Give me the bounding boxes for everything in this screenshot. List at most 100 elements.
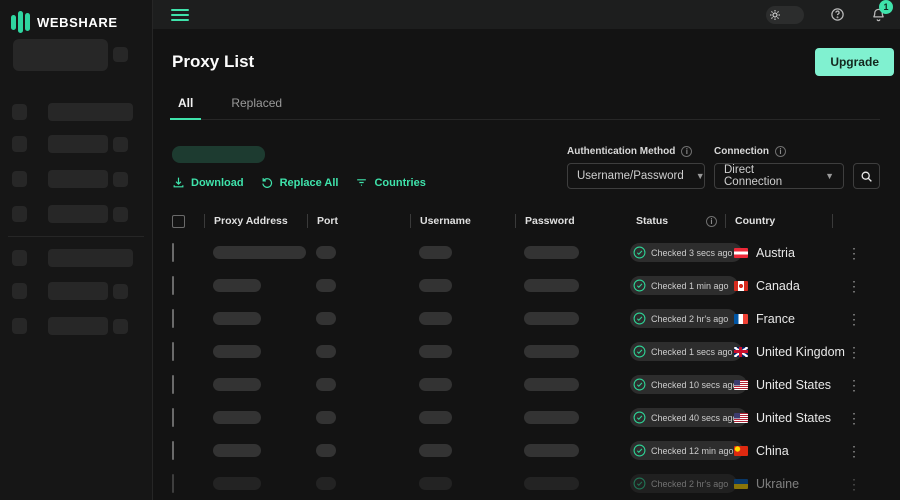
sidebar-skeleton-icon <box>12 136 27 152</box>
sidebar-skeleton-bar <box>48 103 133 121</box>
select-all-checkbox[interactable] <box>172 214 185 228</box>
country-flag <box>734 280 748 291</box>
row-checkbox[interactable] <box>172 374 174 394</box>
countries-filter-button[interactable]: Countries <box>355 176 426 189</box>
sidebar-skeleton-square <box>113 137 128 152</box>
row-menu-icon[interactable]: ⋮ <box>847 310 861 327</box>
username-skeleton <box>419 246 452 259</box>
table-row: Checked 2 hr's ago Ukraine ⋮ <box>172 467 880 500</box>
upgrade-button[interactable]: Upgrade <box>815 48 894 76</box>
proxy-address-skeleton <box>213 411 261 424</box>
tab-replaced[interactable]: Replaced <box>231 96 283 110</box>
sidebar-skeleton-bar <box>48 282 108 300</box>
port-skeleton <box>316 477 336 490</box>
refresh-icon <box>261 176 274 189</box>
port-skeleton <box>316 411 336 424</box>
notifications-bell-icon[interactable]: 1 <box>871 0 893 23</box>
table-row: Checked 1 min ago Canada ⋮ <box>172 269 880 302</box>
sidebar-skeleton-icon <box>12 171 27 187</box>
sidebar-divider <box>8 236 144 237</box>
status-badge-label: Checked 40 secs ago <box>651 412 738 423</box>
sidebar-skeleton-icon <box>12 104 27 120</box>
sidebar-skeleton-icon <box>12 283 27 299</box>
proxy-address-skeleton <box>213 477 261 490</box>
sidebar-skeleton-square <box>113 284 128 299</box>
row-menu-icon[interactable]: ⋮ <box>847 343 861 360</box>
check-circle-icon <box>633 345 646 358</box>
row-menu-icon[interactable]: ⋮ <box>847 376 861 393</box>
country-flag <box>734 445 748 456</box>
column-username: Username <box>410 214 515 228</box>
proxy-address-skeleton <box>213 378 261 391</box>
row-checkbox[interactable] <box>172 341 174 361</box>
table-body: Checked 3 secs ago Austria ⋮ Checked 1 m… <box>172 236 880 500</box>
username-skeleton <box>419 477 452 490</box>
status-badge: Checked 1 secs ago <box>630 342 742 361</box>
password-skeleton <box>524 378 579 391</box>
row-menu-icon[interactable]: ⋮ <box>847 442 861 459</box>
connection-info-icon[interactable]: i <box>775 146 786 157</box>
sidebar-skeleton-square <box>113 172 128 187</box>
sidebar-skeleton-square <box>113 207 128 222</box>
row-menu-icon[interactable]: ⋮ <box>847 409 861 426</box>
notification-count-badge: 1 <box>879 0 893 14</box>
password-skeleton <box>524 279 579 292</box>
password-skeleton <box>524 345 579 358</box>
row-checkbox[interactable] <box>172 407 174 427</box>
theme-toggle[interactable] <box>766 5 804 24</box>
sidebar-skeleton-bar <box>48 249 133 267</box>
tab-all[interactable]: All <box>169 90 202 120</box>
country-label: United Kingdom <box>756 344 845 359</box>
country-flag <box>734 412 748 423</box>
proxy-address-skeleton <box>213 279 261 292</box>
country-label: France <box>756 311 795 326</box>
search-button[interactable] <box>853 163 880 189</box>
tab-bar: All Replaced <box>169 90 880 120</box>
row-checkbox[interactable] <box>172 473 174 493</box>
username-skeleton <box>419 312 452 325</box>
row-menu-icon[interactable]: ⋮ <box>847 475 861 492</box>
proxy-count-skeleton <box>172 146 265 163</box>
auth-method-select[interactable]: Username/Password ▼ <box>567 163 705 189</box>
status-badge-label: Checked 3 secs ago <box>651 247 733 258</box>
row-menu-icon[interactable]: ⋮ <box>847 244 861 261</box>
check-circle-icon <box>633 444 646 457</box>
status-badge: Checked 2 hr's ago <box>630 309 738 328</box>
download-button[interactable]: Download <box>172 176 244 189</box>
row-menu-icon[interactable]: ⋮ <box>847 277 861 294</box>
password-skeleton <box>524 312 579 325</box>
proxy-table: Proxy Address Port Username Password Sta… <box>172 206 880 500</box>
row-checkbox[interactable] <box>172 308 174 328</box>
port-skeleton <box>316 279 336 292</box>
table-row: Checked 2 hr's ago France ⋮ <box>172 302 880 335</box>
row-checkbox[interactable] <box>172 242 174 262</box>
username-skeleton <box>419 444 452 457</box>
row-checkbox[interactable] <box>172 275 174 295</box>
help-icon[interactable] <box>830 7 845 22</box>
status-badge-label: Checked 2 hr's ago <box>651 478 729 489</box>
status-badge-label: Checked 12 min ago <box>651 445 734 456</box>
country-label: China <box>756 443 789 458</box>
proxy-address-skeleton <box>213 312 261 325</box>
country-flag <box>734 478 748 489</box>
sidebar-skeleton-box <box>13 39 108 71</box>
username-skeleton <box>419 411 452 424</box>
country-label: United States <box>756 410 832 425</box>
port-skeleton <box>316 378 336 391</box>
port-skeleton <box>316 246 336 259</box>
auth-method-info-icon[interactable]: i <box>681 146 693 157</box>
replace-all-button[interactable]: Replace All <box>261 176 338 189</box>
connection-select[interactable]: Direct Connection ▼ <box>714 163 844 189</box>
status-badge: Checked 12 min ago <box>630 441 743 460</box>
password-skeleton <box>524 411 579 424</box>
row-checkbox[interactable] <box>172 440 174 460</box>
status-badge: Checked 10 secs ago <box>630 375 747 394</box>
hamburger-menu-icon[interactable] <box>171 6 189 24</box>
port-skeleton <box>316 312 336 325</box>
sidebar-skeleton-icon <box>12 318 27 334</box>
status-info-icon[interactable]: i <box>706 215 717 227</box>
sidebar-skeleton-square <box>113 47 128 62</box>
brand-logo[interactable]: WEBSHARE <box>0 0 152 33</box>
status-badge-label: Checked 2 hr's ago <box>651 313 729 324</box>
table-row: Checked 10 secs ago United States ⋮ <box>172 368 880 401</box>
